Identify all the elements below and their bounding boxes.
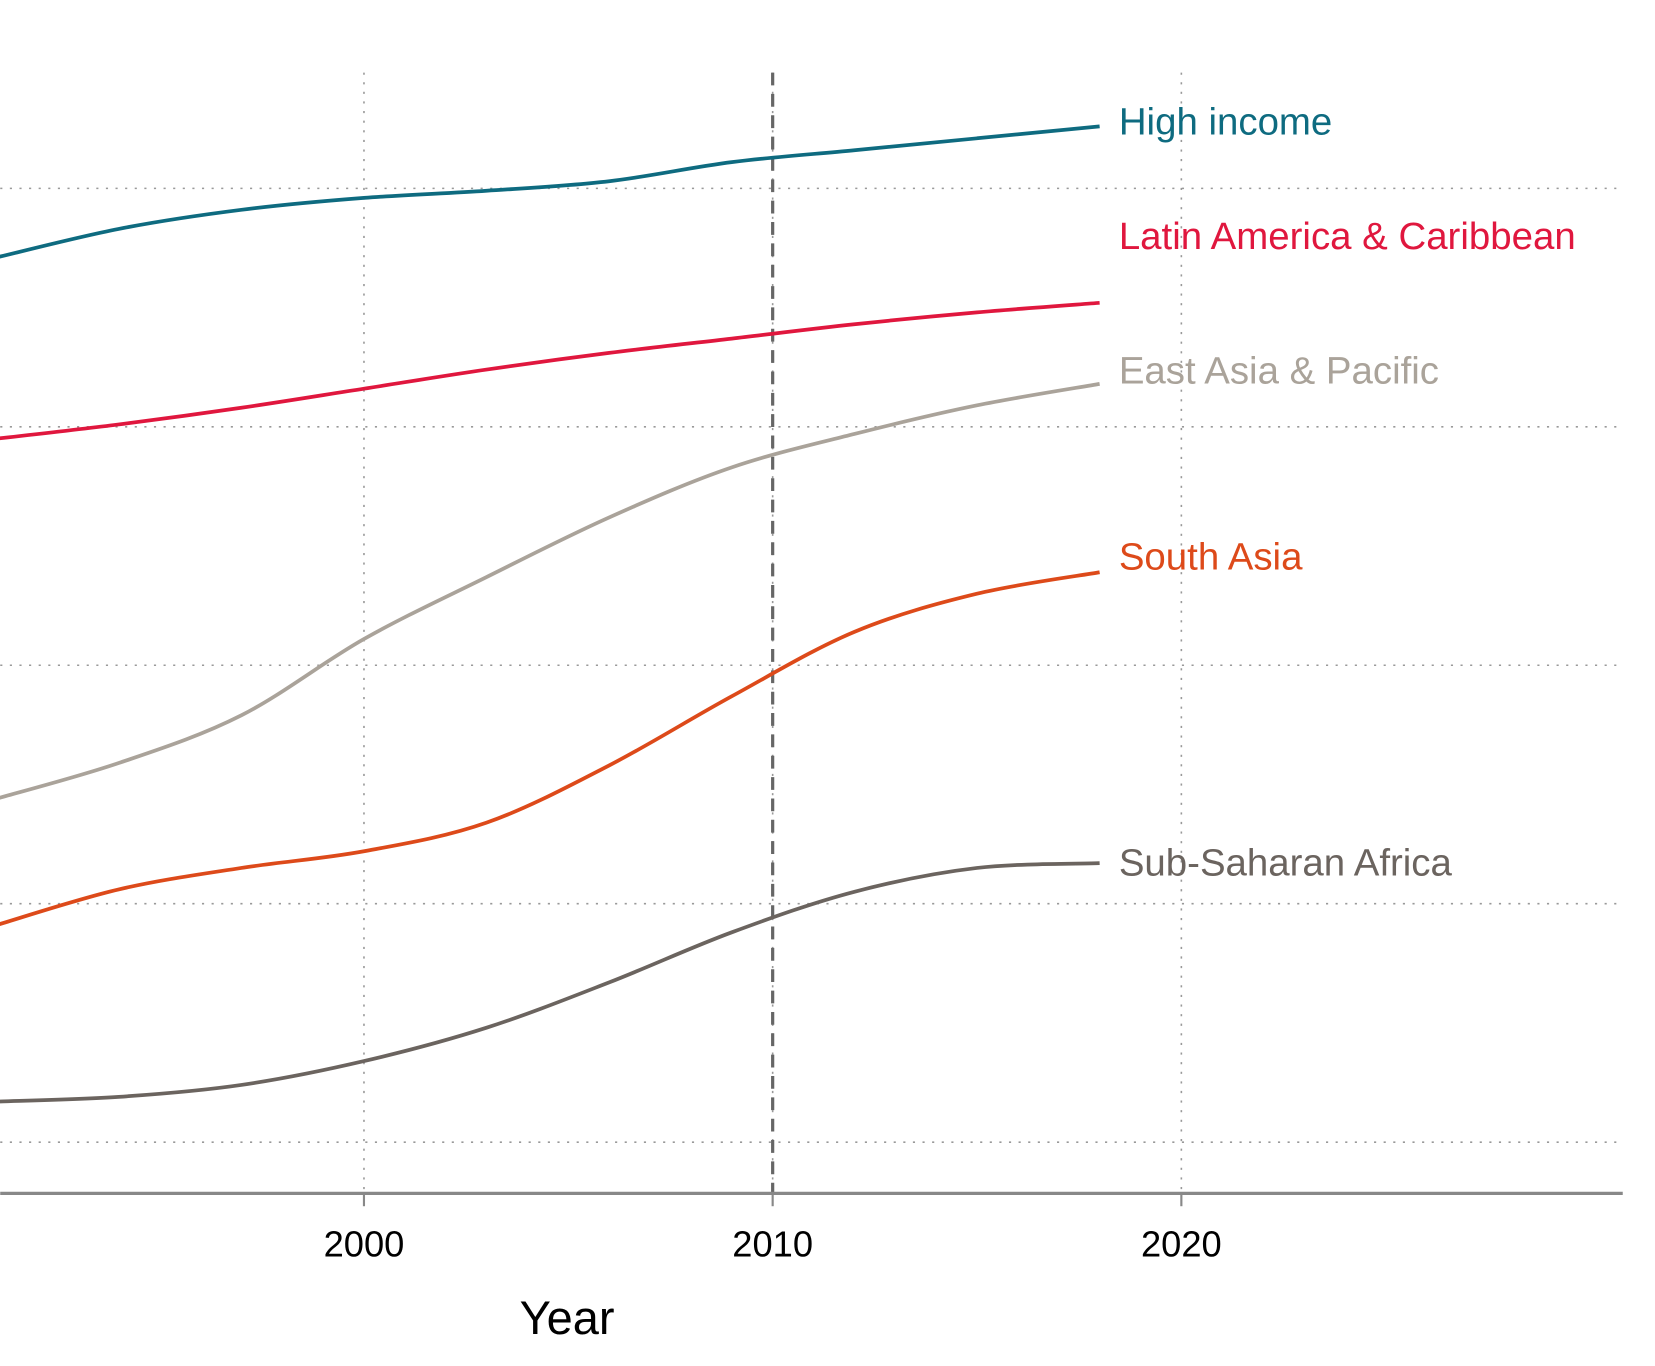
x-tick-label: 2020	[1141, 1223, 1222, 1264]
series-label: Latin America & Caribbean	[1119, 215, 1576, 258]
series-line	[0, 382, 1100, 800]
series-label: South Asia	[1119, 536, 1303, 579]
series-label: High income	[1119, 100, 1332, 143]
series-line	[0, 300, 1100, 441]
series-line	[0, 124, 1100, 259]
series-line	[0, 570, 1100, 926]
series-label: Sub-Saharan Africa	[1119, 841, 1453, 884]
x-tick-label: 2010	[732, 1223, 813, 1264]
x-tick-label: 2000	[324, 1223, 405, 1264]
series-label: East Asia & Pacific	[1119, 349, 1439, 392]
series-line	[0, 861, 1100, 1104]
x-axis-label: Year	[520, 1291, 615, 1344]
